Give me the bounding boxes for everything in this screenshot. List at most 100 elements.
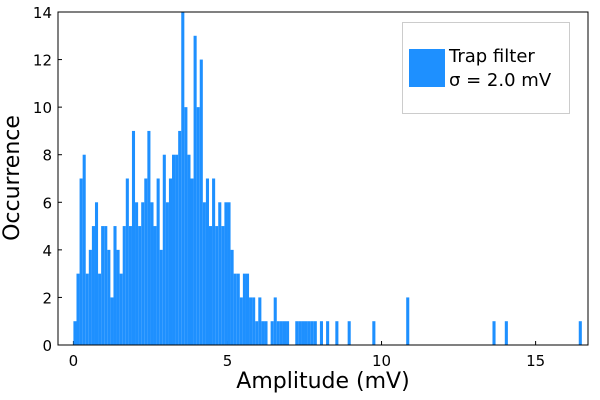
bar [298,321,302,345]
bar [310,321,314,345]
bar [301,321,305,345]
bar [218,202,222,345]
bar [98,273,102,345]
bar [304,321,308,345]
bar [181,12,185,345]
bar [144,178,148,345]
bar [110,297,114,345]
bar [119,273,123,345]
bar [178,130,182,345]
y-tick-label: 6 [42,194,52,212]
legend-label: Trap filter σ = 2.0 mV [449,46,552,91]
bar [150,202,154,345]
bar [233,273,237,345]
bar [79,178,83,345]
bar [168,178,173,345]
bar [273,297,277,345]
bar [187,154,191,345]
bar [184,107,188,346]
bar [221,226,225,345]
x-tick-label: 5 [223,352,233,370]
bar [85,273,89,345]
bar [295,321,299,345]
bar [101,226,105,345]
bar [319,321,323,345]
bar [255,321,259,345]
bar [261,321,265,345]
bar [282,321,287,345]
y-tick-label: 12 [33,52,52,70]
bar [205,178,209,345]
bar [91,226,95,345]
bar [215,226,219,345]
bar [264,321,268,345]
bar [279,321,283,345]
bar [138,226,142,345]
bar [76,273,80,345]
bar [245,273,250,345]
bar [202,202,206,345]
bar [212,178,216,345]
bar [153,226,157,345]
bar [208,226,213,345]
bar [252,297,256,345]
bar [107,249,111,345]
bar [128,226,132,345]
x-axis-label: Amplitude (mV) [236,369,409,394]
bar [242,273,246,345]
bar [147,130,151,345]
bar [162,154,166,345]
x-tick-label: 10 [372,352,391,370]
bar [307,321,311,345]
bar [156,178,160,345]
bar [175,154,179,345]
bar [131,130,136,345]
bar [159,249,163,345]
legend-swatch [409,49,445,87]
bar [196,107,200,346]
bar [492,321,496,345]
y-tick-label: 0 [42,337,52,355]
bar [276,321,280,345]
bar [578,321,582,345]
bar [193,35,197,346]
legend: Trap filter σ = 2.0 mV [402,22,570,114]
bar [116,249,120,345]
bar [335,321,339,345]
bar [73,321,77,345]
bar [82,154,86,345]
bar [190,178,194,345]
x-tick-label: 0 [69,352,79,370]
bar [227,202,231,345]
bar [113,226,117,345]
bar [236,273,240,345]
y-tick-label: 10 [33,99,52,117]
bar [239,297,243,345]
bar [313,321,317,345]
bar [224,202,228,345]
bar [94,202,99,345]
y-tick-label: 14 [33,4,52,22]
bar [372,321,376,345]
bar [88,249,92,345]
bar [347,321,351,345]
bar [125,178,129,345]
bar [122,226,126,345]
y-tick-label: 2 [42,289,52,307]
bar [286,321,290,345]
bar [230,249,234,345]
y-tick-label: 4 [42,242,52,260]
y-axis-label: Occurrence [0,115,25,241]
bar [270,321,274,345]
plot-frame [57,11,589,346]
bar [141,202,145,345]
bar [258,297,262,345]
bar [135,202,139,345]
x-tick-label: 15 [526,352,545,370]
bar [165,202,169,345]
bar [172,154,176,345]
bar [504,321,508,345]
bar [104,226,108,345]
